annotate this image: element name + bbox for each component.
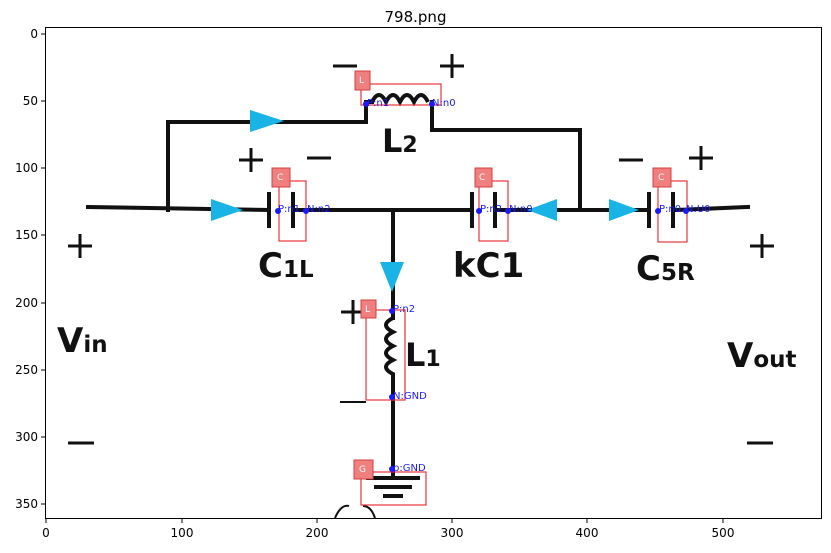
badge-kc1: C — [474, 167, 493, 188]
ground-symbol — [366, 476, 420, 498]
pin-label: P:n1 — [367, 98, 389, 109]
badge-gnd: G — [353, 459, 374, 480]
inductor-l2-symbol — [370, 93, 430, 107]
x-tick-label: 400 — [576, 526, 599, 540]
pin-label: P:n2 — [393, 304, 415, 315]
partial-curve-mark — [362, 505, 376, 519]
y-tick-label: 200 — [15, 296, 38, 310]
svg-text:G: G — [359, 465, 366, 475]
label-l1: L1 — [405, 336, 441, 374]
pin-label: N:GND — [393, 391, 427, 402]
badge-c5r: C — [652, 167, 672, 188]
capacitor-kc1-symbol — [470, 192, 497, 228]
pin-dots — [275, 101, 689, 472]
badge-c1l: C — [271, 167, 291, 188]
pin-label: N:n0 — [432, 98, 456, 109]
arrow-left-icon — [527, 199, 557, 221]
svg-text:C: C — [479, 173, 485, 183]
arrow-right-icon — [211, 199, 243, 221]
pin-label: N:n2 — [307, 204, 331, 215]
y-tick-label: 250 — [15, 363, 38, 377]
y-tick-label: 150 — [15, 228, 38, 242]
label-kc1: kC1 — [453, 246, 524, 286]
y-tick-label: 0 — [30, 27, 38, 41]
current-arrows — [211, 110, 639, 292]
inductor-l1-symbol — [384, 316, 398, 388]
x-tick-label: 500 — [712, 526, 735, 540]
capacitor-c1l-symbol — [267, 192, 295, 228]
figure-title: 798.png — [384, 8, 447, 26]
y-tick-label: 100 — [15, 161, 38, 175]
pin-label: P:n1 — [278, 204, 300, 215]
arrow-right-icon — [250, 110, 284, 132]
label-c1l: C1L — [258, 246, 314, 286]
bbox-gnd — [360, 471, 427, 506]
plot-frame — [45, 27, 822, 519]
badge-l2: L — [354, 70, 371, 91]
svg-text:L: L — [365, 305, 370, 315]
y-tick-label: 350 — [15, 497, 38, 511]
pin-label: P:n2 — [480, 204, 502, 215]
x-axis: 0 100 200 300 400 500 — [42, 519, 734, 540]
x-tick-label: 100 — [171, 526, 194, 540]
arrow-down-icon — [380, 262, 404, 292]
label-l2: L2 — [382, 122, 418, 160]
x-tick-label: 200 — [306, 526, 329, 540]
y-tick-label: 300 — [15, 430, 38, 444]
pin-label: p:GND — [393, 463, 426, 474]
bbox-l1 — [365, 309, 406, 401]
label-c5r: C5R — [636, 249, 695, 289]
pin-label: N:n0 — [509, 204, 533, 215]
label-vin: Vin — [57, 321, 108, 361]
x-tick-label: 0 — [42, 526, 50, 540]
y-tick-label: 50 — [23, 94, 38, 108]
capacitor-c5r-symbol — [647, 192, 675, 228]
y-axis: 0 50 100 150 200 250 300 350 — [15, 27, 45, 511]
pin-label: P:n0 — [659, 204, 681, 215]
badge-l1: L — [360, 299, 377, 319]
bbox-l2 — [360, 83, 442, 106]
svg-text:C: C — [658, 173, 664, 183]
label-vout: Vout — [727, 336, 797, 376]
x-tick-label: 300 — [441, 526, 464, 540]
svg-text:L: L — [359, 76, 364, 86]
arrow-right-icon — [609, 199, 639, 221]
partial-curve-mark — [334, 504, 350, 519]
svg-text:C: C — [277, 173, 283, 183]
pin-label: N:U0 — [686, 204, 711, 215]
